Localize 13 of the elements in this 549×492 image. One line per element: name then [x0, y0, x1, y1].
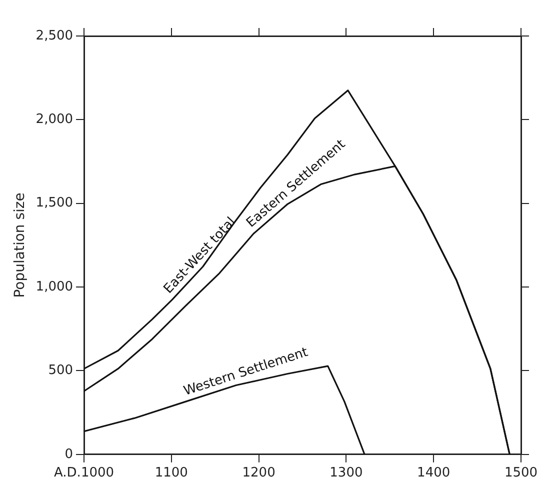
y-tick-label: 0	[64, 446, 74, 462]
y-tick-label: 500	[48, 363, 74, 378]
y-tick-label: 2,500	[36, 28, 74, 44]
y-tick-label: 2,000	[36, 112, 74, 128]
x-tick-label: 1400	[417, 466, 450, 481]
x-tick-label: A.D.1000	[54, 466, 114, 481]
y-tick-label: 1,500	[36, 196, 74, 211]
x-tick-label: 1200	[242, 466, 276, 481]
x-tick-label: 1100	[154, 466, 188, 481]
y-tick-label: 1,000	[36, 279, 74, 294]
x-tick-label: 1300	[330, 466, 363, 481]
y-axis-title: Population size	[12, 192, 28, 298]
x-tick-label: 1500	[504, 466, 538, 481]
